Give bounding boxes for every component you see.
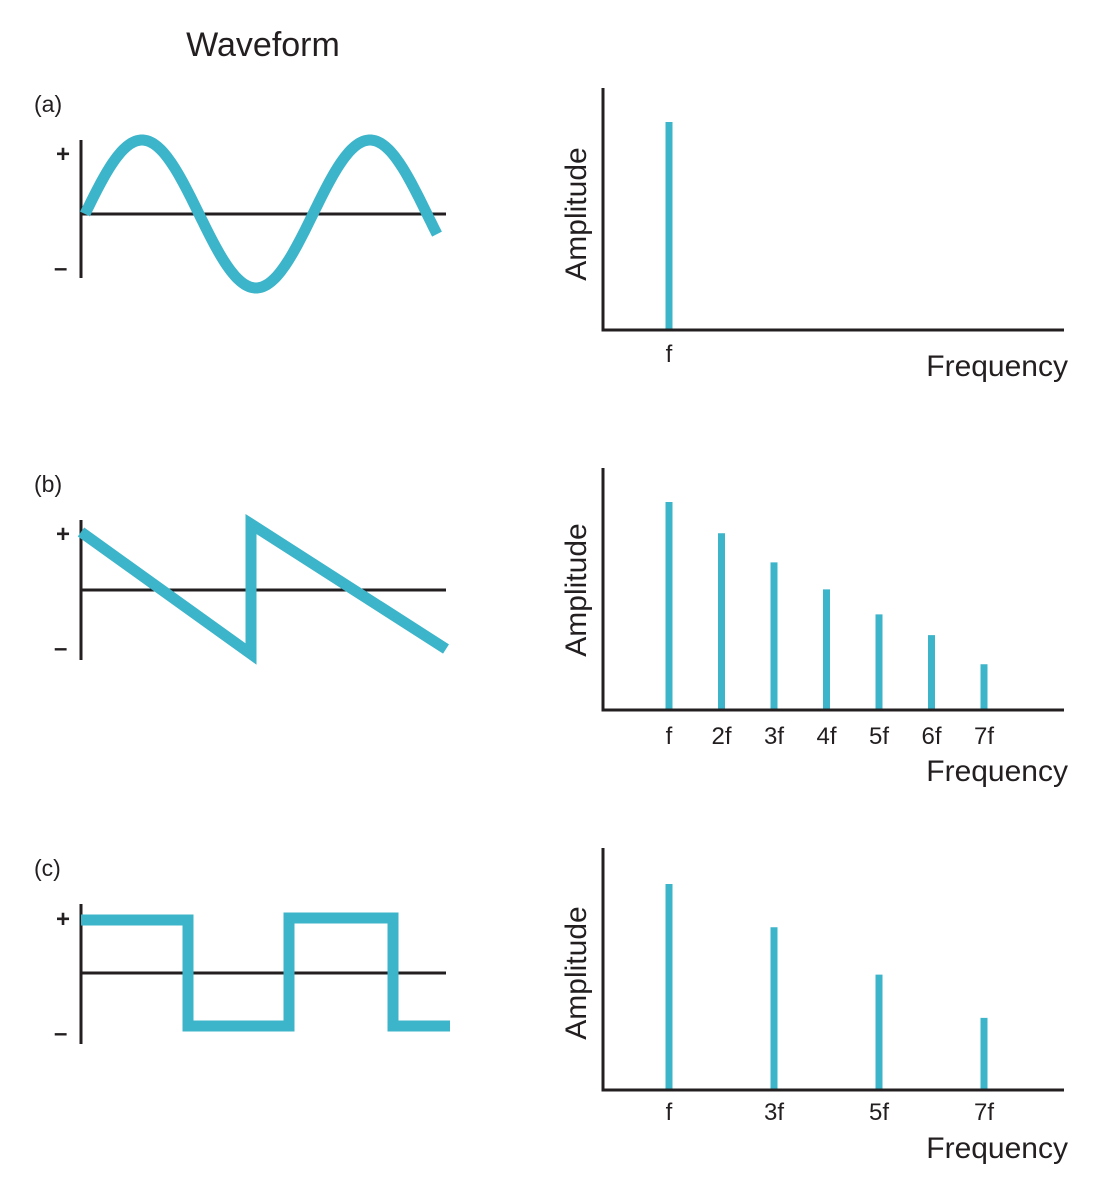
plus-sign: + <box>56 521 70 548</box>
frequency-tick-label: 3f <box>764 723 784 750</box>
waveform-curve <box>81 912 450 1032</box>
frequency-tick-label: 4f <box>816 723 836 750</box>
waveform-curve <box>77 513 449 665</box>
panel-label: (a) <box>34 91 62 117</box>
x-axis-label: Frequency <box>926 755 1068 788</box>
x-axis-label: Frequency <box>926 1132 1068 1165</box>
frequency-tick-label: 2f <box>711 723 731 750</box>
waveform-curve <box>80 134 442 294</box>
frequency-tick-label: 3f <box>764 1099 784 1126</box>
minus-sign: – <box>54 635 67 662</box>
y-axis-label: Amplitude <box>560 906 593 1039</box>
plus-sign: + <box>56 906 70 933</box>
frequency-tick-label: f <box>666 1099 673 1126</box>
minus-sign: – <box>54 255 67 282</box>
panel-label: (c) <box>34 855 61 881</box>
plus-sign: + <box>56 141 70 168</box>
frequency-tick-label: 5f <box>869 1099 889 1126</box>
y-axis-label: Amplitude <box>560 147 593 280</box>
panel-label: (b) <box>34 471 62 497</box>
x-axis-label: Frequency <box>926 350 1068 383</box>
frequency-tick-label: 7f <box>974 1099 994 1126</box>
y-axis-label: Amplitude <box>560 523 593 656</box>
frequency-tick-label: 7f <box>974 723 994 750</box>
figure-title: Waveform <box>186 26 340 64</box>
frequency-tick-label: f <box>666 341 673 368</box>
frequency-tick-label: f <box>666 723 673 750</box>
frequency-tick-label: 6f <box>921 723 941 750</box>
minus-sign: – <box>54 1020 67 1047</box>
frequency-tick-label: 5f <box>869 723 889 750</box>
